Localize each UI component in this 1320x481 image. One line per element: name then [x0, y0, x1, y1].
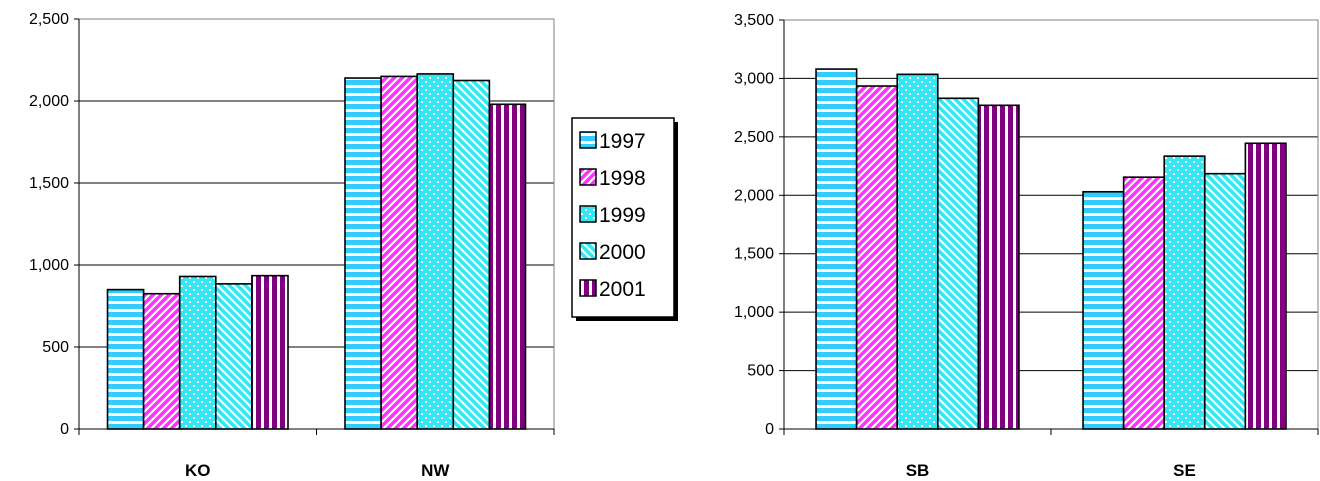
bar-1998-KO	[142, 292, 181, 430]
bar-1999-SE	[1163, 155, 1206, 430]
bar-2001-SE	[1244, 142, 1287, 430]
bar-2001-SB	[977, 104, 1020, 430]
plot-frame	[79, 18, 555, 429]
legend-swatch-1998	[579, 168, 597, 186]
legend-swatch-1997	[579, 131, 597, 149]
y-tick-label: 2,500	[734, 129, 774, 146]
legend-label-2000: 2000	[599, 241, 646, 264]
bar-1999-NW	[416, 73, 455, 430]
bar-2000-KO	[215, 283, 253, 430]
bar-1997-SB	[815, 68, 858, 430]
bar-1998-SE	[1122, 176, 1166, 430]
bar-2001-KO	[251, 274, 289, 430]
right-bar-chart: 0 500 1,000 1,500 2,000 2,500 3,000 3,500 SB SE	[734, 12, 1319, 480]
category-label-KO: KO	[185, 461, 211, 480]
bar-1998-NW	[380, 75, 419, 430]
legend-swatch-2001	[579, 279, 597, 297]
y-tick-label: 3,000	[734, 70, 774, 87]
legend-swatch-2000	[579, 242, 597, 260]
y-tick-label: 500	[747, 363, 774, 380]
bar-2000-SB	[936, 97, 980, 430]
y-tick-label: 1,000	[734, 304, 774, 321]
category-label-NW: NW	[421, 461, 450, 480]
legend-label-2001: 2001	[599, 278, 646, 301]
y-tick-label: 2,000	[29, 93, 69, 110]
y-tick-label: 1,500	[734, 246, 774, 263]
bar-1999-KO	[178, 275, 217, 430]
bar-2000-SE	[1203, 172, 1247, 430]
legend: 1997 1998 1999 2000 2001	[571, 117, 678, 321]
legend-label-1998: 1998	[599, 167, 646, 190]
category-label-SB: SB	[906, 461, 930, 480]
legend-label-1999: 1999	[599, 204, 646, 227]
bar-1997-SE	[1082, 190, 1125, 430]
category-label-SE: SE	[1173, 461, 1196, 480]
y-tick-label: 0	[60, 421, 69, 438]
legend-label-1997: 1997	[599, 130, 646, 153]
y-tick-label: 0	[765, 421, 774, 438]
bar-1998-SB	[855, 85, 899, 430]
y-tick-label: 3,500	[734, 12, 774, 29]
y-tick-label: 1,500	[29, 175, 69, 192]
plot-frame	[784, 19, 1319, 429]
y-tick-label: 2,500	[29, 11, 69, 28]
bar-1997-NW	[344, 77, 382, 430]
bar-2000-NW	[452, 79, 491, 430]
bar-1999-SB	[896, 73, 939, 430]
bar-1997-KO	[106, 288, 145, 430]
y-tick-label: 2,000	[734, 187, 774, 204]
y-tick-label: 1,000	[29, 257, 69, 274]
y-tick-label: 500	[42, 339, 69, 356]
legend-swatch-1999	[579, 205, 597, 223]
bar-2001-NW	[488, 103, 527, 430]
left-bar-chart: 0 500 1,000 1,500 2,000 2,500 KO NW	[29, 11, 555, 480]
